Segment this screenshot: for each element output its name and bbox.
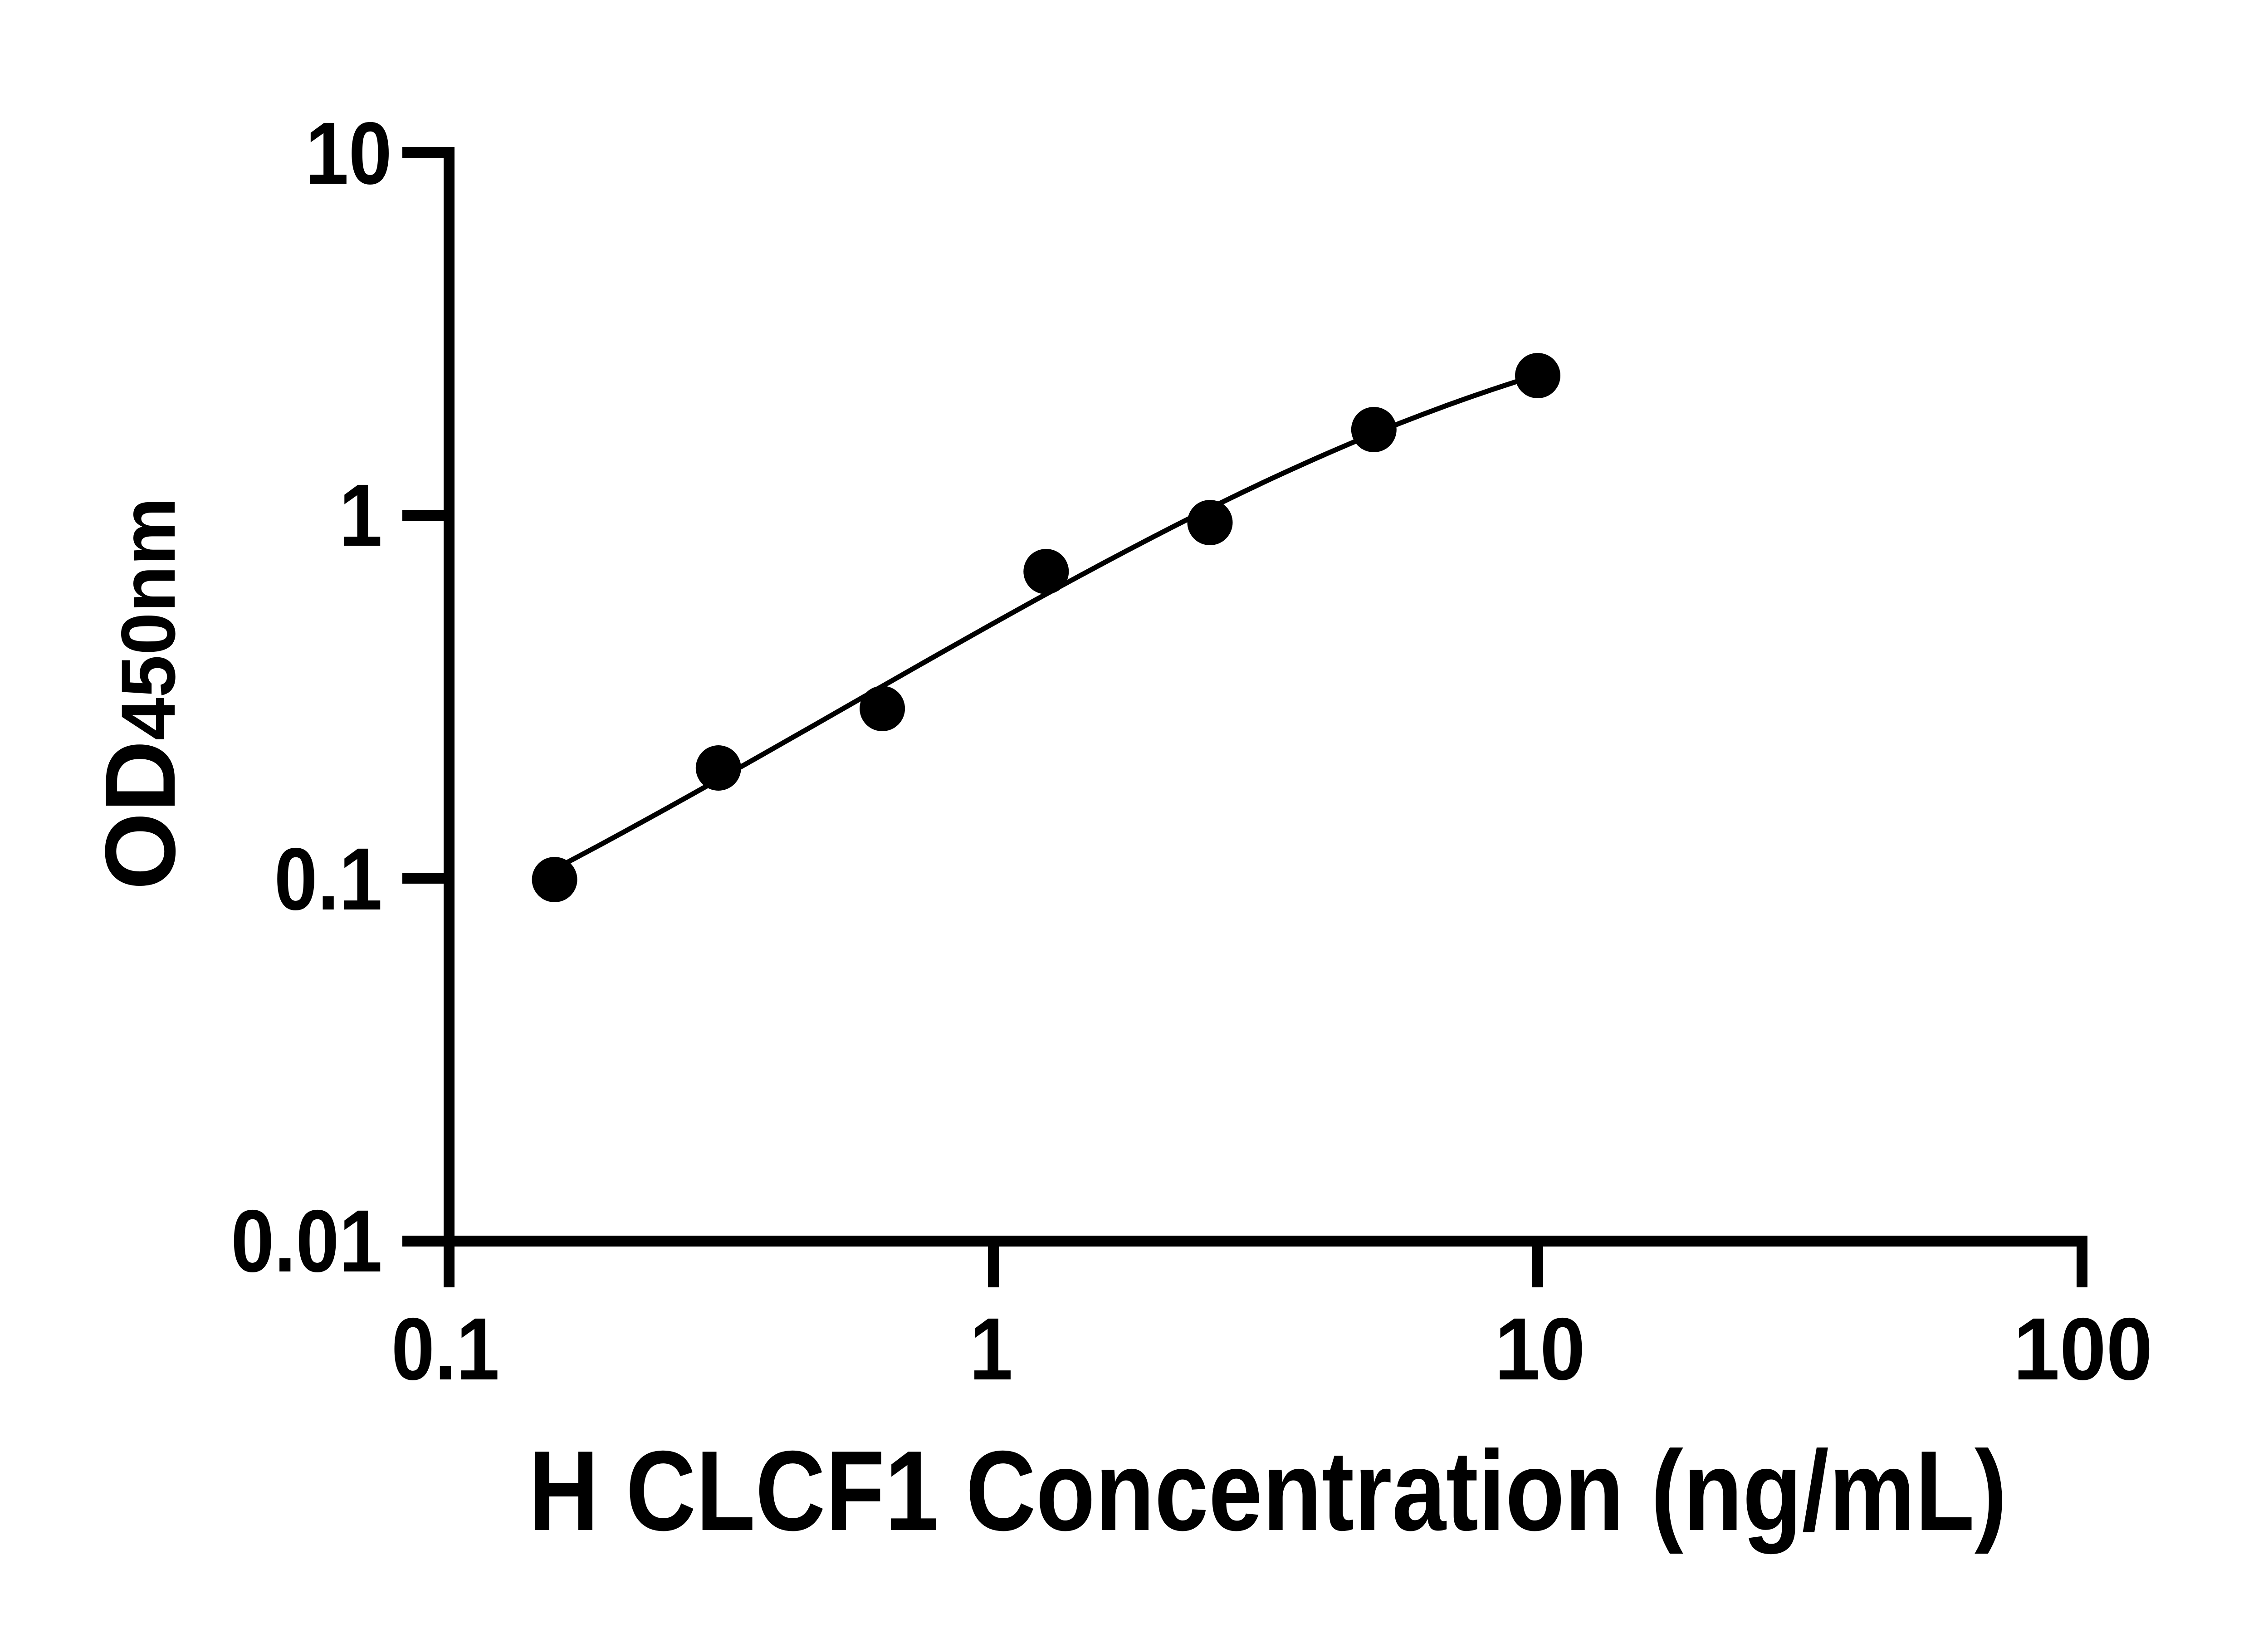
svg-text:0.01: 0.01 — [231, 1192, 382, 1291]
svg-text:OD450nm: OD450nm — [84, 498, 196, 890]
svg-text:1: 1 — [969, 1300, 1012, 1398]
svg-text:1: 1 — [339, 466, 382, 565]
svg-text:10: 10 — [1495, 1299, 1585, 1398]
svg-text:100: 100 — [2013, 1300, 2152, 1398]
svg-text:0.1: 0.1 — [274, 830, 382, 929]
svg-text:0.1: 0.1 — [391, 1300, 500, 1398]
svg-text:10: 10 — [305, 104, 392, 203]
svg-text:H CLCF1 Concentration (ng/mL): H CLCF1 Concentration (ng/mL) — [529, 1428, 2007, 1555]
